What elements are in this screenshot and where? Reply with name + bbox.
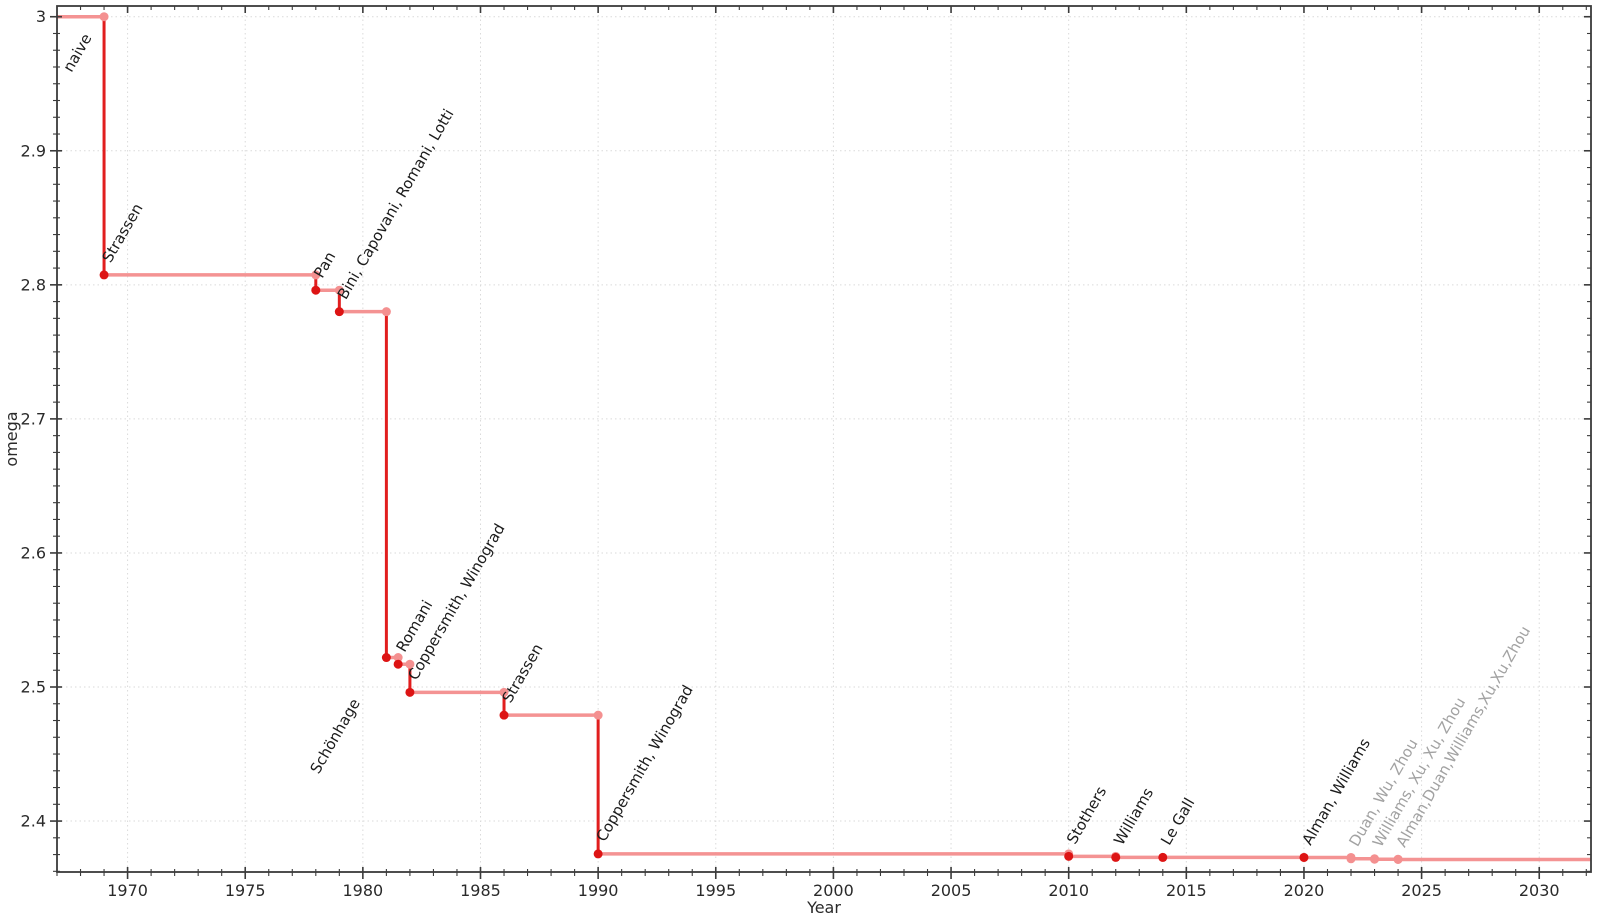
corner-marker (405, 659, 415, 669)
data-point (1299, 852, 1309, 862)
y-tick-label: 2.5 (21, 678, 46, 697)
data-point (405, 687, 415, 697)
corner-marker (499, 687, 509, 697)
data-point (1158, 852, 1168, 862)
y-tick-label: 2.7 (21, 409, 46, 428)
x-tick-label: 2025 (1401, 881, 1442, 900)
x-tick-label: 1975 (225, 881, 266, 900)
data-point (1064, 851, 1074, 861)
corner-marker (311, 270, 321, 280)
y-tick-label: 2.4 (21, 812, 46, 831)
x-tick-label: 1995 (695, 881, 736, 900)
data-point (99, 270, 109, 280)
corner-marker (393, 653, 403, 663)
y-tick-label: 2.6 (21, 543, 46, 562)
y-axis-label: omega (2, 411, 21, 466)
y-tick-label: 2.8 (21, 275, 46, 294)
x-tick-label: 1970 (107, 881, 148, 900)
x-tick-label: 1990 (578, 881, 619, 900)
data-point (1370, 854, 1380, 864)
series-data-points (99, 270, 1403, 864)
data-point (593, 849, 603, 859)
data-point (393, 659, 403, 669)
data-point (311, 285, 321, 295)
axes: 1970 1975 1980 1985 1990 1995 2000 2005 2010 2015… (21, 5, 1592, 900)
x-tick-label: 2030 (1519, 881, 1560, 900)
corner-marker (99, 12, 109, 22)
x-tick-label: 2000 (813, 881, 854, 900)
data-point (1393, 854, 1403, 864)
y-tick-label: 3 (36, 7, 46, 26)
x-tick-label: 2020 (1284, 881, 1325, 900)
x-tick-label: 1985 (460, 881, 501, 900)
data-point (1346, 854, 1356, 864)
y-tick-label: 2.9 (21, 141, 46, 160)
x-tick-label: 1980 (342, 881, 383, 900)
data-point (381, 653, 391, 663)
corner-marker (593, 710, 603, 720)
x-tick-label: 2010 (1048, 881, 1089, 900)
x-axis-label: Year (806, 898, 841, 917)
corner-marker (381, 307, 391, 317)
plot-frame (56, 5, 1592, 873)
data-point (499, 710, 509, 720)
x-tick-label: 2005 (931, 881, 972, 900)
data-point (1111, 852, 1121, 862)
x-tick-label: 2015 (1166, 881, 1207, 900)
grid (57, 6, 1591, 872)
corner-marker (334, 285, 344, 295)
data-point (334, 307, 344, 317)
axis-titles: Year omega (2, 411, 841, 917)
